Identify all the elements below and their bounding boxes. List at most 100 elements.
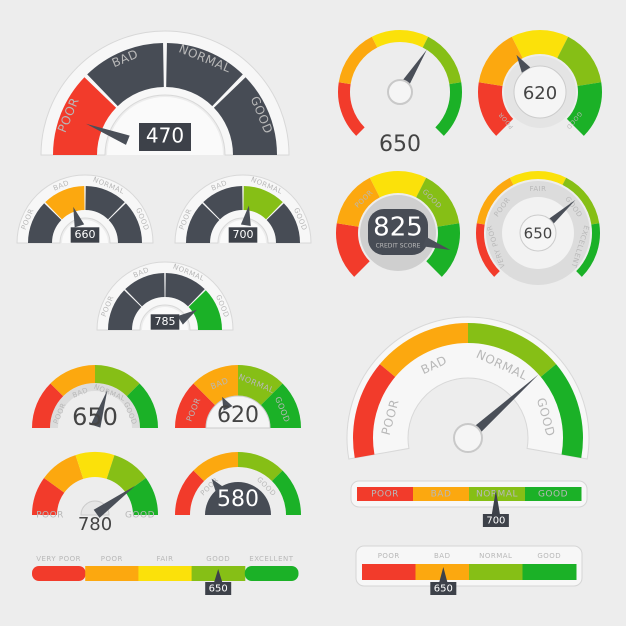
bar-label: VERY POOR — [36, 555, 81, 563]
bar-label: GOOD — [206, 555, 230, 563]
gauge-segment-orange — [193, 365, 238, 406]
gauge-segment-lightgreen — [422, 36, 462, 85]
marker-icon — [214, 569, 223, 582]
gauge-segment-red — [478, 82, 514, 136]
score-value: 785 — [155, 315, 176, 328]
score-value: 700 — [486, 516, 505, 527]
marker-icon — [491, 490, 500, 514]
bar-segment-lightgreen — [469, 564, 523, 580]
gauge-segment-dark — [87, 43, 164, 107]
score-value: 780 — [78, 514, 112, 535]
bar-segment-green — [244, 566, 299, 581]
bar-label: NORMAL — [479, 552, 512, 560]
gauge-segment-yellow — [75, 452, 115, 479]
gauge-segment-lightgreen — [238, 452, 283, 482]
needle-icon — [466, 374, 539, 441]
value-display — [482, 514, 509, 527]
score-value: 620 — [523, 83, 557, 104]
bar-label: POOR — [371, 490, 399, 500]
gauge-segment-dark — [203, 186, 243, 220]
gauge-segment-lightgreen — [468, 323, 557, 377]
bar-label: GOOD — [538, 490, 568, 500]
gauge-segment-orange — [476, 177, 514, 225]
gauge-segment-dark — [213, 77, 277, 155]
value-display — [150, 314, 180, 330]
bar-segment-red — [32, 566, 86, 581]
gauge-segment-yellow — [511, 30, 569, 59]
score-value: 650 — [72, 403, 118, 431]
gauge-segment-lightgreen — [557, 36, 602, 87]
gauge-segment-orange — [379, 323, 468, 377]
bar-segment-green — [525, 487, 582, 501]
gauge-label: GOOD — [125, 511, 155, 521]
needle-hub — [387, 79, 413, 105]
gauge-segment-red — [353, 364, 396, 458]
bar-label: EXCELLENT — [249, 555, 293, 563]
gauge-segment-red — [175, 470, 205, 515]
gauge-segment-red — [175, 383, 216, 428]
value-display — [70, 227, 100, 243]
score-value: 650 — [524, 225, 553, 243]
needle-hub — [453, 423, 483, 453]
gauge-segment-green — [125, 477, 158, 515]
score-value: 825 — [373, 213, 423, 243]
gauge-segment-green — [566, 82, 602, 136]
gauge-label: FAIR — [529, 185, 546, 193]
value-display — [430, 582, 457, 595]
gauge-segment-dark — [266, 203, 300, 243]
gauge-label: POOR — [36, 511, 64, 521]
gauge-segment-dark — [108, 203, 142, 243]
gauge-segment-lightgreen — [238, 365, 283, 406]
score-value: 700 — [233, 228, 254, 241]
gauge-segment-red — [476, 223, 500, 277]
needle-icon — [240, 205, 251, 227]
bar-segment-lightgreen — [469, 487, 526, 501]
value-display — [228, 227, 258, 243]
gauge-segment-green — [426, 223, 460, 277]
gauge-segment-lightgreen — [562, 177, 600, 225]
gauge-segment-lightgreen — [106, 455, 146, 493]
bar-segment-green — [522, 564, 577, 580]
bar-bar700: POOR BAD NORMAL GOOD 700 — [350, 480, 588, 527]
gauge-segment-dark — [186, 203, 220, 243]
gauge-segment-green — [126, 383, 158, 428]
score-value: 470 — [146, 124, 184, 148]
bar-bar650b: POOR BAD NORMAL GOOD 650 — [355, 545, 583, 595]
gauge-segment-orange — [50, 365, 95, 397]
bar-bar650a: VERY POOR POOR FAIR GOOD EXCELLENT 650 — [32, 555, 299, 595]
gauge-segment-dark — [108, 290, 142, 330]
bar-label: POOR — [101, 555, 123, 563]
gauge-inner-track — [50, 383, 140, 428]
score-value: 580 — [217, 487, 259, 512]
gauge-segment-red — [32, 477, 65, 515]
gauge-segment-orange — [336, 177, 380, 227]
bar-label: BAD — [431, 490, 452, 500]
score-value: 650 — [379, 132, 421, 157]
score-caption: CREDIT SCORE — [376, 243, 421, 250]
gauge-segment-red — [338, 82, 365, 136]
gauge-segment-dark — [85, 186, 125, 220]
needle-icon — [423, 236, 451, 250]
gauge-segment-orange — [478, 36, 523, 87]
gauge-g780: POOR GOOD 780 — [32, 452, 158, 535]
gauge-segment-yellow — [371, 30, 429, 48]
gauge-segment-lightgreen — [95, 365, 140, 397]
gauge-face — [205, 482, 271, 515]
gauge-segment-dark — [28, 203, 62, 243]
bar-label: GOOD — [537, 552, 561, 560]
needle-hub — [519, 214, 557, 252]
bar-segment-orange — [413, 487, 470, 501]
needle-icon — [177, 309, 198, 325]
bar-label: POOR — [378, 552, 400, 560]
gauge-segment-green — [540, 364, 583, 458]
gauge-segment-green — [435, 82, 462, 136]
